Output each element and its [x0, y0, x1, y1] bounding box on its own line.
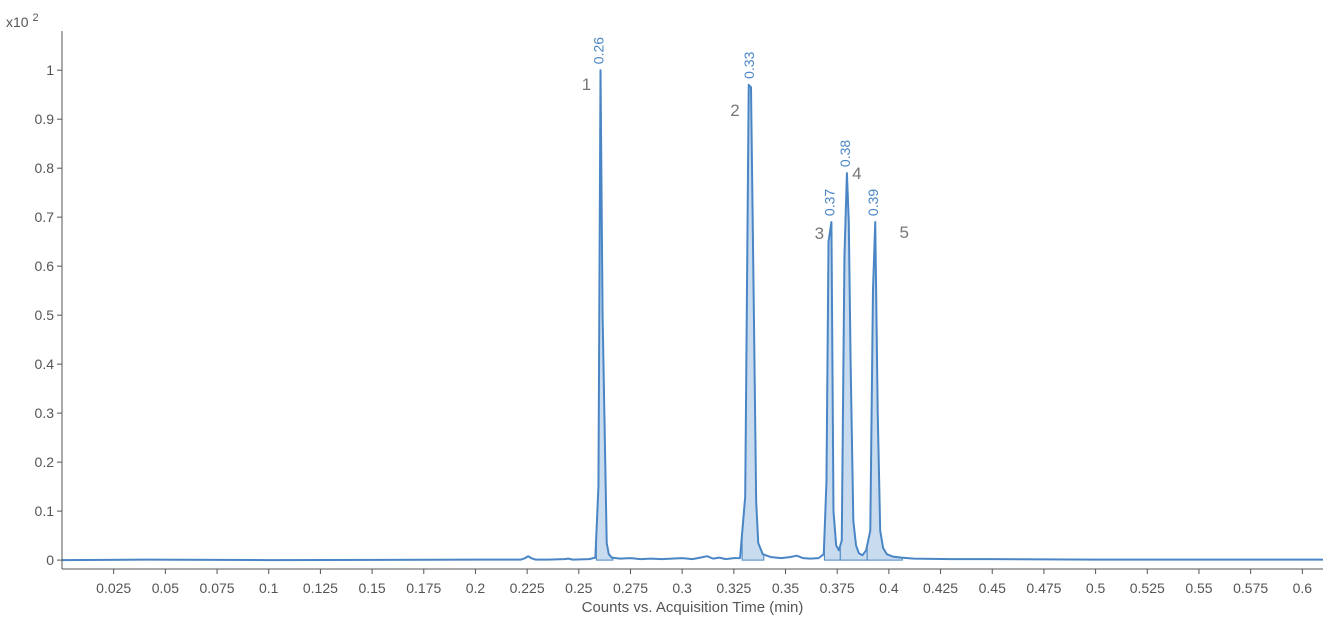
y-tick-label: 0.1 [35, 503, 55, 519]
x-tick-label: 0.075 [200, 580, 235, 596]
y-scale-exponent: 2 [32, 12, 38, 24]
x-tick-label: 0.35 [772, 580, 799, 596]
x-tick-label: 0.125 [303, 580, 338, 596]
x-tick-label: 0.525 [1130, 580, 1165, 596]
y-scale-base: x10 [6, 14, 32, 30]
peak-fill-areas [595, 70, 903, 561]
x-tick-label: 0.5 [1086, 580, 1106, 596]
x-tick-label: 0.4 [879, 580, 899, 596]
y-tick-label: 0 [46, 552, 54, 568]
x-tick-label: 0.25 [565, 580, 592, 596]
axes: 0 0.1 0.2 0.3 0.4 0.5 0.6 0.7 0.8 0.9 1 0.025 0.05 0.… [35, 31, 1323, 596]
peak-time-label: 0.37 [821, 189, 837, 216]
x-tick-label: 0.425 [923, 580, 958, 596]
series-line [61, 69, 1323, 562]
x-tick-label: 0.175 [406, 580, 441, 596]
x-tick-label: 0.275 [613, 580, 648, 596]
x-tick-label: 0.6 [1293, 580, 1313, 596]
y-tick-label: 1 [46, 62, 54, 78]
peak-id-label: 4 [852, 164, 861, 183]
y-tick-label: 0.3 [35, 405, 55, 421]
peak-id-label: 3 [815, 224, 824, 243]
x-tick-label: 0.575 [1233, 580, 1268, 596]
series-layer [61, 69, 1323, 562]
peak-id-label: 5 [900, 223, 909, 242]
x-tick-label: 0.475 [1026, 580, 1061, 596]
x-tick-label: 0.55 [1185, 580, 1212, 596]
x-tick-label: 0.45 [979, 580, 1006, 596]
x-tick-label: 0.3 [672, 580, 692, 596]
y-tick-label: 0.5 [35, 307, 55, 323]
x-tick-label: 0.025 [96, 580, 131, 596]
y-tick-label: 0.4 [35, 356, 55, 372]
y-tick-label: 0.8 [35, 160, 55, 176]
x-tick-label: 0.05 [152, 580, 179, 596]
y-tick-label: 0.7 [35, 209, 55, 225]
peak-time-label: 0.26 [591, 37, 607, 64]
y-tick-label: 0.9 [35, 111, 55, 127]
x-tick-label: 0.15 [358, 580, 385, 596]
peak-time-label: 0.38 [837, 140, 853, 167]
x-tick-label: 0.325 [716, 580, 751, 596]
peak-time-label: 0.39 [865, 189, 881, 216]
x-tick-label: 0.2 [466, 580, 486, 596]
x-tick-label: 0.225 [510, 580, 545, 596]
x-tick-label: 0.1 [259, 580, 279, 596]
y-tick-label: 0.6 [35, 258, 55, 274]
peak-id-label: 2 [730, 101, 739, 120]
peak-id-label: 1 [582, 75, 591, 94]
x-axis-title: Counts vs. Acquisition Time (min) [582, 599, 804, 616]
y-scale-label: x10 2 [6, 12, 39, 30]
peak-time-label: 0.33 [741, 51, 757, 78]
y-tick-label: 0.2 [35, 454, 55, 470]
x-tick-label: 0.375 [820, 580, 855, 596]
